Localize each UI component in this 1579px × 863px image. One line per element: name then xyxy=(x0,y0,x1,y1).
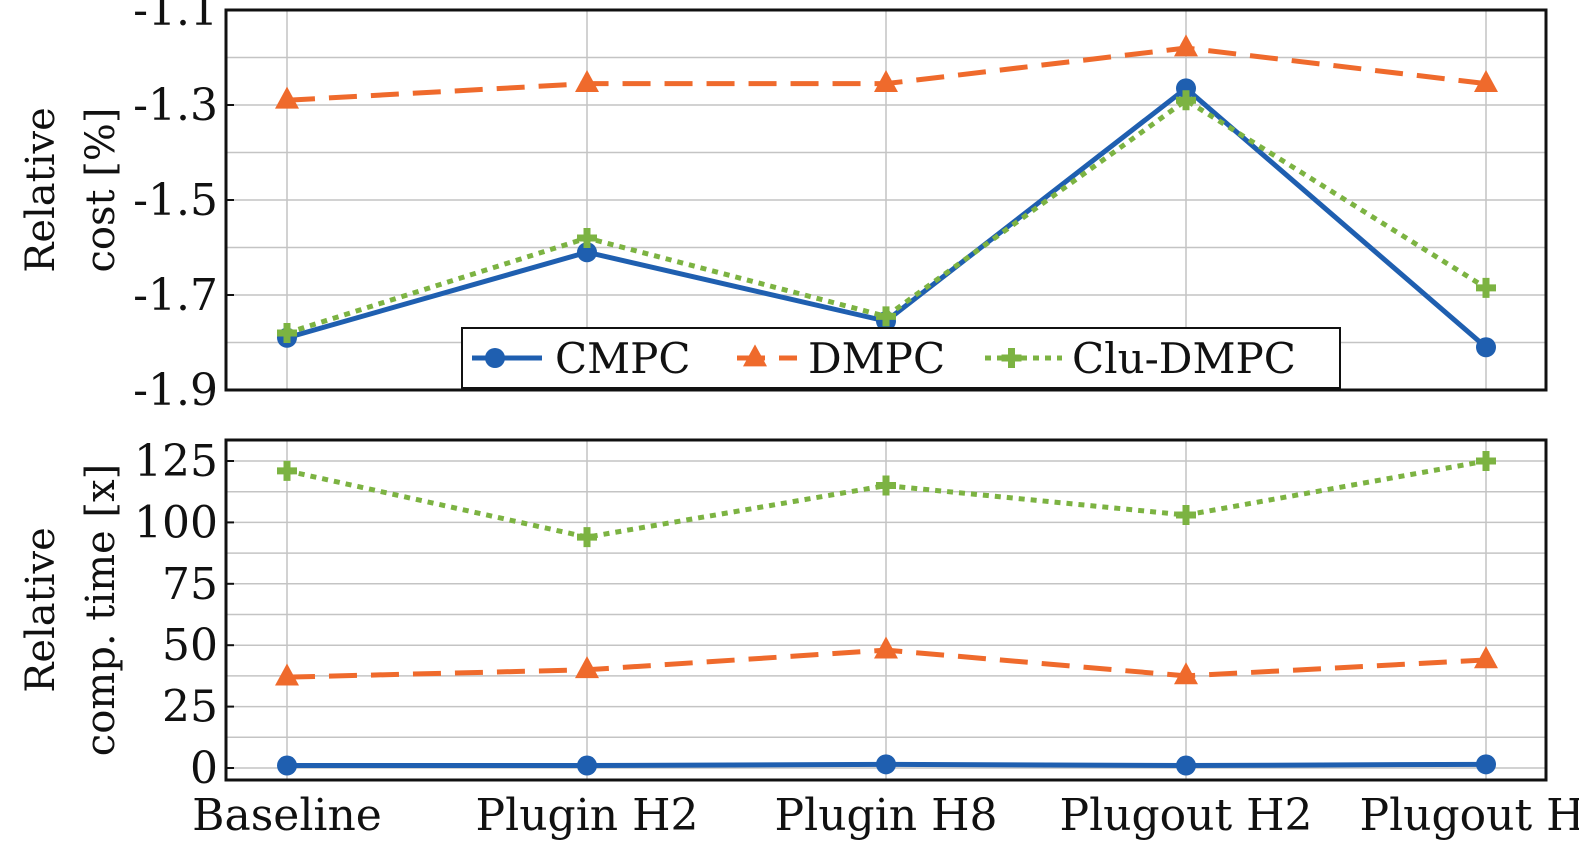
point-clu-dmpc xyxy=(1176,505,1196,526)
y-tick-label: -1.1 xyxy=(133,0,218,36)
y-tick-label: 25 xyxy=(162,682,218,733)
point-clu-dmpc xyxy=(1476,277,1496,298)
point-clu-dmpc xyxy=(277,323,297,343)
x-tick-label: Plugout H2 xyxy=(1059,790,1312,841)
plot-frame xyxy=(224,438,1548,782)
series-line-clu-dmpc xyxy=(286,97,1488,336)
legend: CMPC DMPC Clu-DMPC xyxy=(461,327,1341,389)
y-tick-label: 75 xyxy=(162,559,218,610)
point-dmpc xyxy=(874,69,898,92)
point-cmpc xyxy=(277,755,297,776)
legend-marker-cmpc xyxy=(485,348,505,368)
x-tick-label: Baseline xyxy=(192,790,382,841)
y-tick-label: 125 xyxy=(134,436,218,487)
time-panel: 125 100 75 50 25 0 Relative comp. time [x] Basel… xyxy=(18,436,1579,841)
x-tick-label: Plugin H8 xyxy=(775,790,998,841)
legend-marker-dmpc xyxy=(743,344,767,367)
y-tick-label: -1.3 xyxy=(133,80,218,131)
point-clu-dmpc xyxy=(577,228,597,248)
plot-frame xyxy=(224,8,1548,392)
y-tick-label: -1.9 xyxy=(133,365,218,416)
point-clu-dmpc xyxy=(1176,90,1196,111)
point-dmpc xyxy=(1174,34,1198,57)
point-cmpc xyxy=(577,755,597,776)
point-clu-dmpc xyxy=(876,306,896,327)
legend-label-cmpc: CMPC xyxy=(555,334,691,383)
y-axis-label: cost [%] xyxy=(78,107,124,272)
point-dmpc xyxy=(1474,646,1498,669)
legend-box xyxy=(461,327,1341,389)
point-dmpc xyxy=(575,656,599,679)
y-tick-label: 50 xyxy=(162,620,218,671)
point-dmpc xyxy=(275,663,299,686)
series-line-clu-dmpc xyxy=(286,458,1487,540)
point-cmpc xyxy=(1476,754,1496,775)
point-cmpc xyxy=(1176,755,1196,776)
point-dmpc xyxy=(575,69,599,92)
y-tick-label: 0 xyxy=(190,743,218,794)
y-tick-label: 100 xyxy=(134,497,218,548)
x-tick-label: Plugout H8 xyxy=(1359,790,1579,841)
point-dmpc xyxy=(874,636,898,659)
y-axis-label: Relative xyxy=(18,527,64,693)
cost-panel: -1.1 -1.3 -1.5 -1.7 -1.9 Relative cost [%] CMPC… xyxy=(18,0,1548,416)
point-clu-dmpc xyxy=(1476,451,1496,471)
point-dmpc xyxy=(275,86,299,109)
x-tick-label: Plugin H2 xyxy=(476,790,699,841)
y-tick-label: -1.7 xyxy=(133,270,218,321)
point-dmpc xyxy=(1174,662,1198,685)
legend-marker-clu-dmpc xyxy=(1001,348,1022,368)
legend-label-dmpc: DMPC xyxy=(808,334,945,383)
point-clu-dmpc xyxy=(277,460,297,481)
point-clu-dmpc xyxy=(577,527,597,548)
y-axis-label: comp. time [x] xyxy=(78,464,124,756)
point-cmpc xyxy=(876,754,896,775)
point-clu-dmpc xyxy=(876,475,896,496)
point-cmpc xyxy=(1176,78,1196,99)
y-tick-label: -1.5 xyxy=(133,175,218,226)
point-cmpc xyxy=(1476,337,1496,358)
y-axis-label: Relative xyxy=(18,107,64,273)
point-cmpc xyxy=(577,242,597,263)
point-dmpc xyxy=(1474,69,1498,92)
legend-label-clu-dmpc: Clu-DMPC xyxy=(1072,334,1296,383)
